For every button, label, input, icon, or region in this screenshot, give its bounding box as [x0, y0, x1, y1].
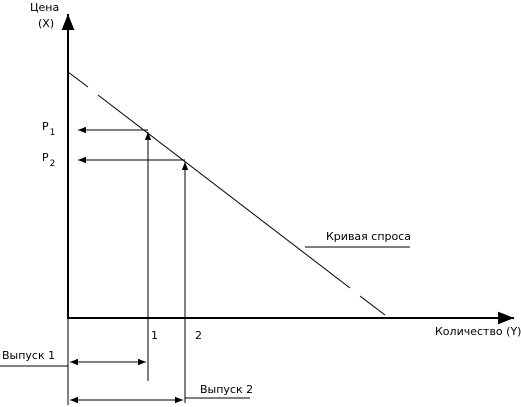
quantity-label: 2: [195, 329, 202, 342]
output-label: Выпуск 1: [2, 349, 55, 362]
y-axis-unit: (X): [38, 17, 54, 30]
quantity-label: 1: [151, 329, 158, 342]
price-label: P1: [42, 120, 55, 138]
text: 1: [50, 128, 56, 138]
x-axis-label: Количество (Y): [435, 325, 521, 338]
text: P: [42, 120, 49, 133]
demand-curve: [97, 94, 351, 289]
y-axis-label: Цена: [30, 1, 59, 14]
curve-label: Кривая спроса: [326, 230, 411, 243]
price-label: P2: [42, 151, 55, 169]
text: P: [42, 151, 49, 164]
output-label: Выпуск 2: [200, 383, 253, 396]
demand-curve: [67, 71, 89, 88]
text: 2: [50, 159, 56, 169]
demand-curve: [359, 295, 386, 316]
